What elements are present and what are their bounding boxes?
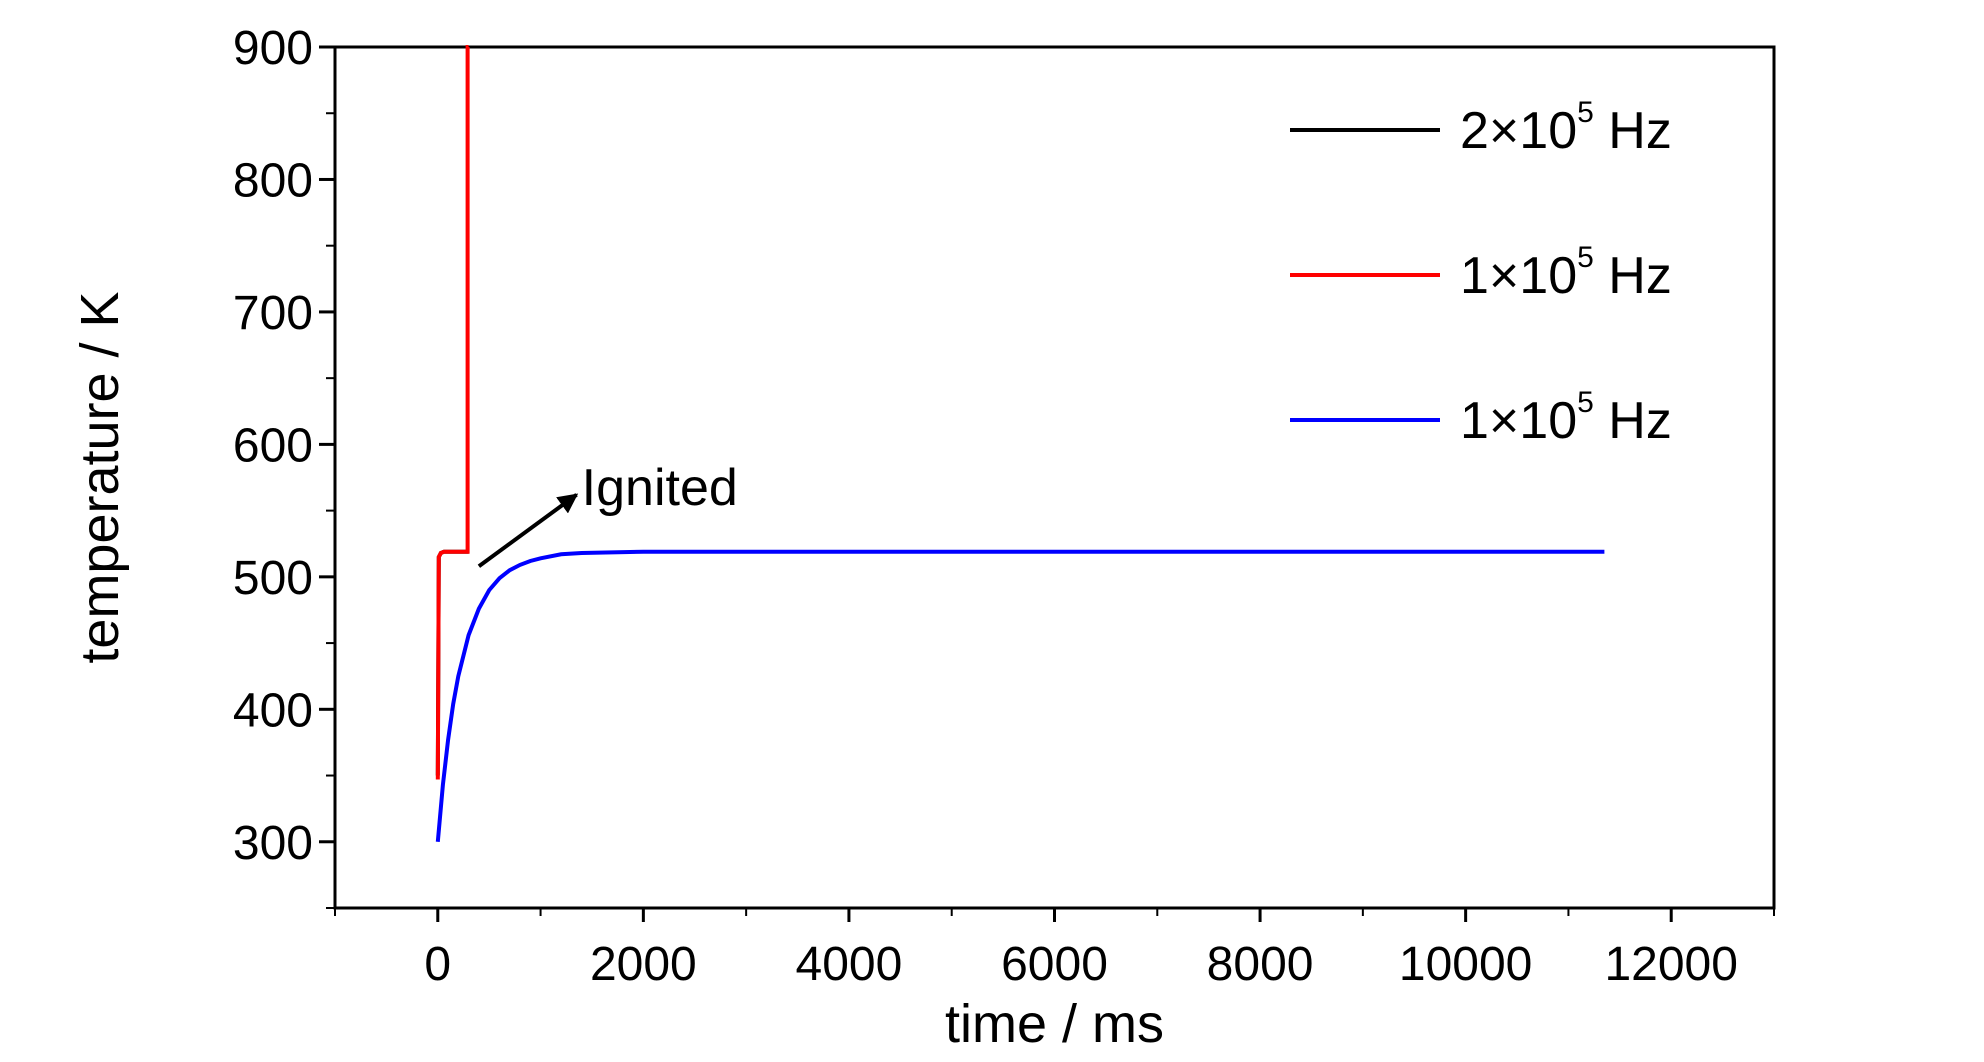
- x-tick-label: 10000: [1399, 938, 1532, 991]
- y-tick-label: 900: [233, 22, 313, 75]
- x-tick-label: 6000: [1001, 938, 1108, 991]
- legend-label: 1×105 Hz: [1460, 241, 1672, 305]
- series-layer: [435, 45, 1605, 842]
- legend-label: 2×105 Hz: [1460, 96, 1672, 160]
- y-tick-label: 400: [233, 684, 313, 737]
- y-axis-ticks: 300 400 500 600 700 800 900: [233, 22, 335, 909]
- legend: 2×105 Hz 1×105 Hz 1×105 Hz: [1290, 96, 1672, 450]
- annotation-layer: Ignited: [477, 459, 738, 568]
- y-tick-label: 300: [233, 817, 313, 870]
- series-line-1: [435, 549, 469, 776]
- plot-frame: [333, 45, 1776, 910]
- x-tick-label: 2000: [590, 938, 697, 991]
- x-axis-title: time / ms: [945, 994, 1164, 1054]
- y-tick-label: 500: [233, 552, 313, 605]
- y-tick-label: 800: [233, 154, 313, 207]
- y-tick-label: 600: [233, 419, 313, 472]
- annotation-label: Ignited: [582, 459, 738, 517]
- annotation-arrow: [477, 493, 579, 568]
- x-tick-label: 4000: [796, 938, 903, 991]
- x-tick-label: 0: [424, 938, 451, 991]
- x-tick-label: 12000: [1604, 938, 1737, 991]
- x-tick-label: 8000: [1207, 938, 1314, 991]
- y-axis-title: temperature / K: [70, 291, 130, 663]
- x-axis-ticks: 0 2000 4000 6000 8000 10000 12000: [334, 908, 1775, 991]
- series-line-3: [435, 549, 1605, 842]
- series-line-2: [435, 45, 470, 780]
- legend-label: 1×105 Hz: [1460, 386, 1672, 450]
- y-tick-label: 700: [233, 287, 313, 340]
